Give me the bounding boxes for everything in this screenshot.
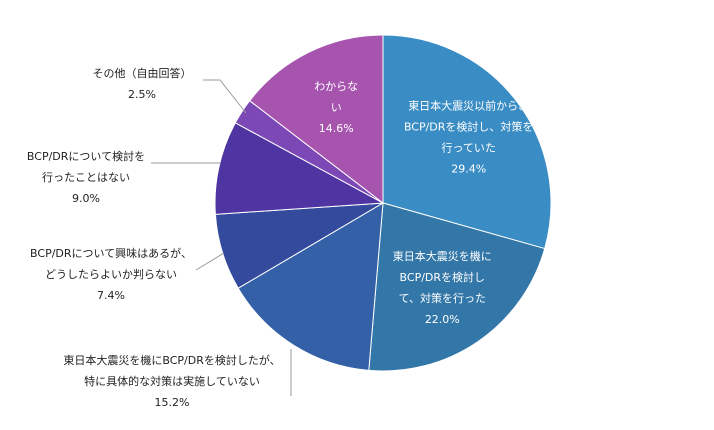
leader-lines <box>151 79 292 396</box>
slice-category-label: 行ったことはない <box>42 171 130 184</box>
slice-label-4: BCP/DRについて興味はあるが、どうしたらよいか判らない 7.4% <box>30 246 192 302</box>
slice-value-label: 29.4% <box>451 163 486 176</box>
slice-category-label: BCP/DRを検討し <box>400 270 486 284</box>
slice-category-label: BCP/DRについて興味はあるが、 <box>30 246 192 260</box>
pie-slice-5 <box>214 122 385 215</box>
pie-slice-2 <box>368 202 546 372</box>
slice-category-label: 東日本大震災以前から、 <box>408 99 529 113</box>
pie-slice-3 <box>237 202 384 371</box>
slice-label-3: 東日本大震災を機にBCP/DRを検討したが、特に具体的な対策は実施していない 15… <box>63 353 280 409</box>
slice-label-2: 東日本大震災を機に BCP/DRを検討して、対策を行った 22.0% <box>393 249 492 326</box>
slice-labels: 東日本大震災以前から、 BCP/DRを検討し、対策を行っていた 29.4%東日本大震… <box>27 66 534 409</box>
slice-value-label: 14.6% <box>319 122 354 135</box>
slice-value-label: 15.2% <box>155 396 190 409</box>
slice-category-label: その他（自由回答） <box>93 66 192 80</box>
slice-category-label: い <box>331 101 342 114</box>
slice-category-label: 東日本大震災を機にBCP/DRを検討したが、 <box>63 353 280 367</box>
leader-line-4 <box>195 252 225 271</box>
slice-value-label: 9.0% <box>72 192 100 205</box>
slice-category-label: BCP/DRを検討し、対策を <box>404 120 534 134</box>
slice-label-1: 東日本大震災以前から、 BCP/DRを検討し、対策を行っていた 29.4% <box>404 99 534 176</box>
slice-category-label: て、対策を行った <box>399 291 486 305</box>
pie-slice-7 <box>248 34 384 205</box>
slice-value-label: 2.5% <box>128 88 156 101</box>
slice-value-label: 22.0% <box>425 313 460 326</box>
slice-value-label: 7.4% <box>97 289 125 302</box>
pie-slices <box>214 34 552 372</box>
slice-category-label: BCP/DRについて検討を <box>27 149 145 163</box>
slice-category-label: 東日本大震災を機に <box>393 249 492 263</box>
slice-category-label: 特に具体的な対策は実施していない <box>84 374 260 388</box>
slice-label-7: わからない 14.6% <box>314 80 358 135</box>
slice-label-6: その他（自由回答） 2.5% <box>93 66 192 101</box>
slice-label-5: BCP/DRについて検討を行ったことはない 9.0% <box>27 149 145 205</box>
leader-line-6 <box>203 79 247 114</box>
slice-category-label: わからな <box>314 80 358 93</box>
slice-category-label: どうしたらよいか判らない <box>45 268 177 281</box>
slice-category-label: 行っていた <box>441 142 495 155</box>
pie-slice-1 <box>382 34 552 250</box>
